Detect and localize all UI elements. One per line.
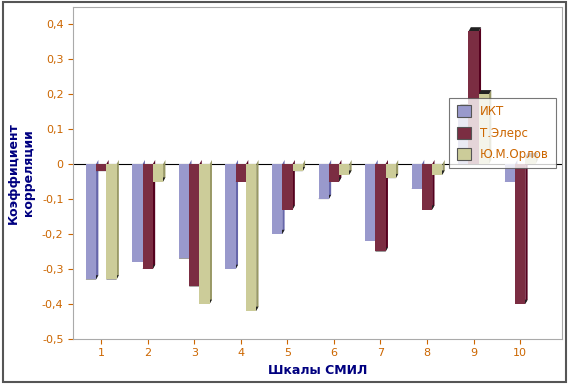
- Bar: [515, 164, 525, 304]
- Bar: [422, 164, 432, 210]
- Polygon shape: [535, 153, 538, 164]
- Polygon shape: [468, 27, 481, 31]
- Polygon shape: [479, 90, 491, 94]
- Polygon shape: [525, 153, 538, 157]
- Bar: [329, 164, 339, 182]
- Polygon shape: [153, 177, 166, 182]
- Polygon shape: [143, 265, 155, 269]
- Bar: [432, 164, 443, 175]
- Polygon shape: [133, 258, 145, 262]
- Bar: [292, 164, 303, 171]
- Polygon shape: [189, 160, 192, 258]
- Polygon shape: [422, 160, 424, 189]
- Bar: [525, 157, 535, 164]
- Bar: [96, 164, 106, 171]
- Bar: [468, 31, 479, 164]
- Polygon shape: [376, 247, 388, 252]
- Bar: [246, 164, 256, 311]
- Polygon shape: [292, 160, 295, 210]
- Polygon shape: [236, 177, 248, 182]
- Polygon shape: [468, 104, 471, 164]
- Bar: [479, 94, 489, 164]
- Polygon shape: [443, 160, 445, 175]
- Bar: [189, 164, 199, 286]
- Polygon shape: [515, 160, 517, 182]
- Polygon shape: [422, 205, 435, 210]
- Bar: [376, 164, 386, 252]
- Polygon shape: [86, 275, 98, 280]
- Bar: [86, 164, 96, 280]
- Polygon shape: [319, 195, 331, 199]
- Polygon shape: [412, 184, 424, 189]
- Polygon shape: [432, 170, 445, 175]
- Polygon shape: [199, 160, 202, 286]
- Polygon shape: [479, 27, 481, 164]
- Polygon shape: [246, 160, 248, 182]
- Polygon shape: [339, 160, 341, 182]
- Polygon shape: [525, 160, 527, 304]
- Bar: [282, 164, 292, 210]
- Polygon shape: [236, 160, 238, 269]
- Polygon shape: [303, 160, 305, 171]
- Y-axis label: Коэффициент
корреляции: Коэффициент корреляции: [7, 122, 35, 224]
- Bar: [365, 164, 376, 241]
- Polygon shape: [432, 160, 435, 210]
- Bar: [225, 164, 236, 269]
- Bar: [153, 164, 163, 182]
- Bar: [505, 164, 515, 182]
- Bar: [179, 164, 189, 258]
- Polygon shape: [386, 160, 388, 252]
- Bar: [236, 164, 246, 182]
- Polygon shape: [163, 160, 166, 182]
- Polygon shape: [246, 307, 258, 311]
- Polygon shape: [458, 104, 471, 108]
- Polygon shape: [189, 282, 202, 286]
- Bar: [319, 164, 329, 199]
- Polygon shape: [106, 160, 109, 171]
- Polygon shape: [143, 160, 145, 262]
- Bar: [412, 164, 422, 189]
- Polygon shape: [515, 300, 527, 304]
- Bar: [106, 164, 117, 280]
- Polygon shape: [282, 160, 284, 234]
- Polygon shape: [96, 160, 98, 280]
- Polygon shape: [106, 275, 119, 280]
- Polygon shape: [209, 160, 212, 304]
- Bar: [386, 164, 396, 178]
- X-axis label: Шкалы СМИЛ: Шкалы СМИЛ: [268, 364, 368, 377]
- Polygon shape: [96, 167, 109, 171]
- Polygon shape: [153, 160, 155, 269]
- Polygon shape: [179, 254, 192, 258]
- Bar: [272, 164, 282, 234]
- Polygon shape: [225, 265, 238, 269]
- Polygon shape: [117, 160, 119, 280]
- Bar: [339, 164, 349, 175]
- Bar: [143, 164, 153, 269]
- Polygon shape: [505, 177, 517, 182]
- Polygon shape: [396, 160, 398, 178]
- Polygon shape: [386, 174, 398, 178]
- Polygon shape: [376, 160, 378, 241]
- Polygon shape: [339, 170, 352, 175]
- Polygon shape: [292, 167, 305, 171]
- Polygon shape: [199, 300, 212, 304]
- Polygon shape: [282, 205, 295, 210]
- Polygon shape: [329, 177, 341, 182]
- Polygon shape: [272, 230, 284, 234]
- Legend: ИКТ, Т.Элерс, Ю.М.Орлов: ИКТ, Т.Элерс, Ю.М.Орлов: [450, 98, 556, 168]
- Bar: [133, 164, 143, 262]
- Polygon shape: [329, 160, 331, 199]
- Polygon shape: [256, 160, 258, 311]
- Bar: [199, 164, 209, 304]
- Polygon shape: [349, 160, 352, 175]
- Polygon shape: [365, 237, 378, 241]
- Bar: [458, 108, 468, 164]
- Polygon shape: [489, 90, 491, 164]
